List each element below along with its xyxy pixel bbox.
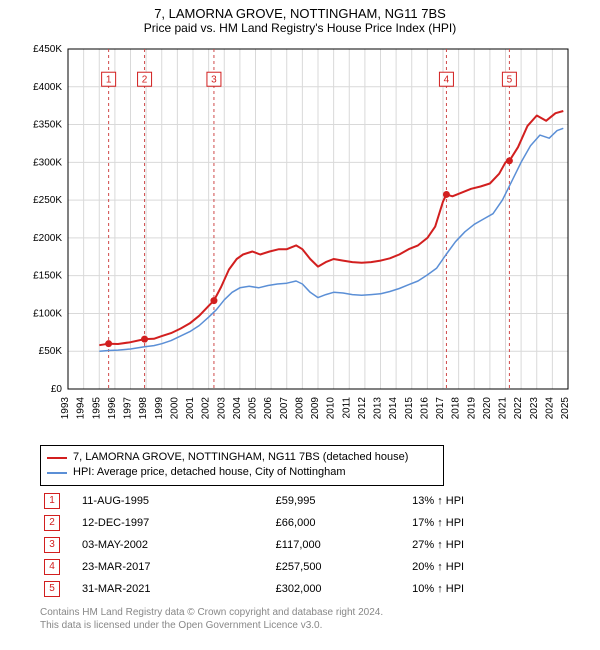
svg-text:2006: 2006: [263, 397, 274, 420]
svg-text:1993: 1993: [60, 397, 71, 420]
footnote-line1: Contains HM Land Registry data © Crown c…: [40, 606, 600, 619]
svg-text:£100K: £100K: [33, 308, 62, 319]
svg-text:2008: 2008: [294, 397, 305, 420]
event-date: 23-MAR-2017: [78, 556, 272, 578]
svg-text:2011: 2011: [341, 397, 352, 419]
event-price: £302,000: [272, 578, 408, 600]
legend-row-hpi: HPI: Average price, detached house, City…: [47, 465, 437, 480]
event-marker: 4: [44, 559, 60, 575]
event-row: 1 11-AUG-1995£59,99513% ↑ HPI: [40, 490, 560, 512]
legend-label-price: 7, LAMORNA GROVE, NOTTINGHAM, NG11 7BS (…: [73, 450, 408, 465]
svg-text:2019: 2019: [466, 397, 477, 420]
chart-svg: £0 £50K £100K £150K £200K £250K £300K £350K £400…: [20, 39, 580, 439]
svg-text:1997: 1997: [123, 397, 134, 420]
events-table: 1 11-AUG-1995£59,99513% ↑ HPI 2 12-DEC-1997…: [40, 490, 560, 600]
svg-text:2007: 2007: [279, 397, 290, 420]
svg-text:2014: 2014: [388, 397, 399, 420]
svg-text:£250K: £250K: [33, 195, 62, 206]
svg-text:2016: 2016: [419, 397, 430, 420]
svg-text:2012: 2012: [357, 397, 368, 420]
svg-text:2018: 2018: [451, 397, 462, 420]
svg-text:£350K: £350K: [33, 120, 62, 131]
event-price: £257,500: [272, 556, 408, 578]
svg-text:£200K: £200K: [33, 233, 62, 244]
legend: 7, LAMORNA GROVE, NOTTINGHAM, NG11 7BS (…: [40, 445, 444, 486]
svg-text:£300K: £300K: [33, 157, 62, 168]
svg-text:1996: 1996: [107, 397, 118, 420]
footnote-line2: This data is licensed under the Open Gov…: [40, 619, 600, 632]
event-row: 2 12-DEC-1997£66,00017% ↑ HPI: [40, 512, 560, 534]
svg-text:1994: 1994: [76, 397, 87, 420]
event-pct: 27% ↑ HPI: [408, 534, 560, 556]
svg-text:2025: 2025: [560, 397, 571, 420]
title-subtitle: Price paid vs. HM Land Registry's House …: [0, 21, 600, 35]
svg-text:2023: 2023: [529, 397, 540, 420]
svg-text:£0: £0: [51, 384, 63, 395]
title-address: 7, LAMORNA GROVE, NOTTINGHAM, NG11 7BS: [0, 6, 600, 21]
svg-text:5: 5: [507, 75, 513, 86]
event-pct: 17% ↑ HPI: [408, 512, 560, 534]
event-pct: 10% ↑ HPI: [408, 578, 560, 600]
svg-text:3: 3: [211, 75, 217, 86]
svg-text:1998: 1998: [138, 397, 149, 420]
event-marker: 2: [44, 515, 60, 531]
event-price: £59,995: [272, 490, 408, 512]
svg-text:2000: 2000: [169, 397, 180, 420]
svg-text:4: 4: [444, 75, 450, 86]
event-pct: 13% ↑ HPI: [408, 490, 560, 512]
svg-text:2010: 2010: [326, 397, 337, 420]
event-row: 3 03-MAY-2002£117,00027% ↑ HPI: [40, 534, 560, 556]
svg-text:2004: 2004: [232, 397, 243, 420]
svg-text:£150K: £150K: [33, 271, 62, 282]
svg-text:2024: 2024: [544, 397, 555, 420]
svg-text:2017: 2017: [435, 397, 446, 420]
legend-label-hpi: HPI: Average price, detached house, City…: [73, 465, 346, 480]
chart: £0 £50K £100K £150K £200K £250K £300K £350K £400…: [20, 39, 580, 439]
svg-text:2002: 2002: [201, 397, 212, 420]
footnote: Contains HM Land Registry data © Crown c…: [40, 606, 600, 632]
event-row: 5 31-MAR-2021£302,00010% ↑ HPI: [40, 578, 560, 600]
svg-text:2005: 2005: [248, 397, 259, 420]
event-marker: 1: [44, 493, 60, 509]
svg-text:2: 2: [142, 75, 148, 86]
event-date: 11-AUG-1995: [78, 490, 272, 512]
svg-text:£450K: £450K: [33, 44, 62, 55]
svg-text:2003: 2003: [216, 397, 227, 420]
event-marker: 5: [44, 581, 60, 597]
chart-titles: 7, LAMORNA GROVE, NOTTINGHAM, NG11 7BS P…: [0, 0, 600, 35]
legend-swatch-hpi: [47, 472, 67, 474]
event-price: £66,000: [272, 512, 408, 534]
event-date: 31-MAR-2021: [78, 578, 272, 600]
event-row: 4 23-MAR-2017£257,50020% ↑ HPI: [40, 556, 560, 578]
page: 7, LAMORNA GROVE, NOTTINGHAM, NG11 7BS P…: [0, 0, 600, 650]
svg-text:1: 1: [106, 75, 112, 86]
event-date: 12-DEC-1997: [78, 512, 272, 534]
svg-text:2013: 2013: [373, 397, 384, 420]
event-marker: 3: [44, 537, 60, 553]
event-price: £117,000: [272, 534, 408, 556]
svg-text:2020: 2020: [482, 397, 493, 420]
svg-text:£400K: £400K: [33, 82, 62, 93]
svg-text:2015: 2015: [404, 397, 415, 420]
svg-text:2021: 2021: [498, 397, 509, 420]
legend-row-price: 7, LAMORNA GROVE, NOTTINGHAM, NG11 7BS (…: [47, 450, 437, 465]
legend-swatch-price: [47, 457, 67, 459]
svg-text:2022: 2022: [513, 397, 524, 420]
svg-text:2001: 2001: [185, 397, 196, 420]
svg-text:£50K: £50K: [39, 346, 63, 357]
svg-text:1999: 1999: [154, 397, 165, 420]
svg-text:1995: 1995: [91, 397, 102, 420]
event-pct: 20% ↑ HPI: [408, 556, 560, 578]
svg-text:2009: 2009: [310, 397, 321, 420]
event-date: 03-MAY-2002: [78, 534, 272, 556]
